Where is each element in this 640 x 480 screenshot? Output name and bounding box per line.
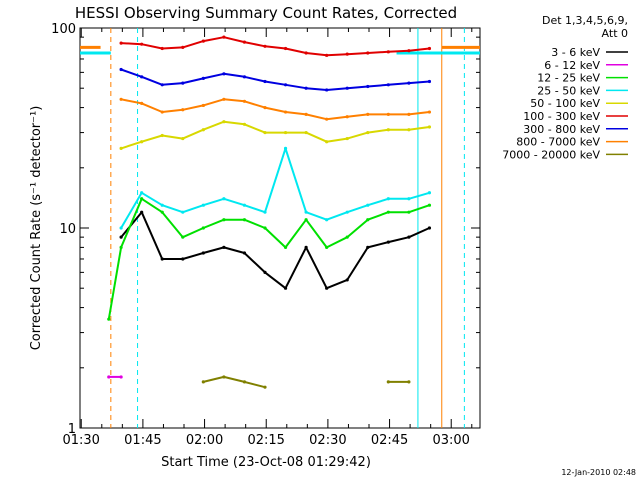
chart-title: HESSI Observing Summary Count Rates, Cor… bbox=[75, 4, 457, 22]
series-line bbox=[107, 197, 430, 320]
x-tick-label: 02:30 bbox=[309, 433, 346, 448]
series-line bbox=[120, 120, 430, 150]
legend-entry-label: 6 - 12 keV bbox=[544, 59, 600, 72]
legend-entry-label: 300 - 800 keV bbox=[523, 123, 600, 136]
x-tick-label: 02:15 bbox=[247, 433, 284, 448]
y-tick-label: 100 bbox=[51, 22, 76, 37]
y-tick-label: 1 bbox=[68, 422, 76, 437]
axes: 01:30 01:45 02:00 02:15 02:30 02:45 03:00 1 10 10… bbox=[51, 22, 481, 448]
reference-markers bbox=[80, 28, 480, 428]
plot-frame bbox=[79, 27, 481, 429]
legend-entry-label: 100 - 300 keV bbox=[523, 110, 600, 123]
legend-title-line: Det 1,3,4,5,6,9, bbox=[542, 14, 628, 27]
series-line bbox=[121, 36, 430, 57]
x-tick-label: 03:00 bbox=[432, 433, 469, 448]
x-tick-label: 01:45 bbox=[124, 433, 161, 448]
x-axis-label: Start Time (23-Oct-08 01:29:42) bbox=[161, 455, 371, 470]
x-tick-label: 02:00 bbox=[186, 433, 223, 448]
series-line bbox=[120, 211, 430, 290]
series-lines bbox=[107, 35, 432, 389]
x-tick-label: 01:30 bbox=[62, 433, 99, 448]
series-line bbox=[120, 147, 430, 229]
x-tick-label: 02:45 bbox=[371, 433, 408, 448]
legend-entry-label: 12 - 25 keV bbox=[537, 72, 600, 85]
legend-title-line: Att 0 bbox=[602, 27, 628, 40]
legend-entry-label: 25 - 50 keV bbox=[537, 84, 600, 97]
footer-timestamp: 12-Jan-2010 02:48 bbox=[561, 468, 636, 477]
legend-entry-label: 50 - 100 keV bbox=[530, 97, 600, 110]
series-line bbox=[120, 98, 430, 121]
y-tick-label: 10 bbox=[59, 222, 76, 237]
legend-entry-label: 7000 - 20000 keV bbox=[502, 148, 600, 161]
series-line bbox=[120, 68, 430, 91]
legend-entry-label: 3 - 6 keV bbox=[551, 46, 600, 59]
legend-entry-label: 800 - 7000 keV bbox=[516, 136, 600, 149]
series-line bbox=[203, 375, 266, 389]
y-axis-label: Corrected Count Rate (s⁻¹ detector⁻¹) bbox=[29, 106, 44, 351]
